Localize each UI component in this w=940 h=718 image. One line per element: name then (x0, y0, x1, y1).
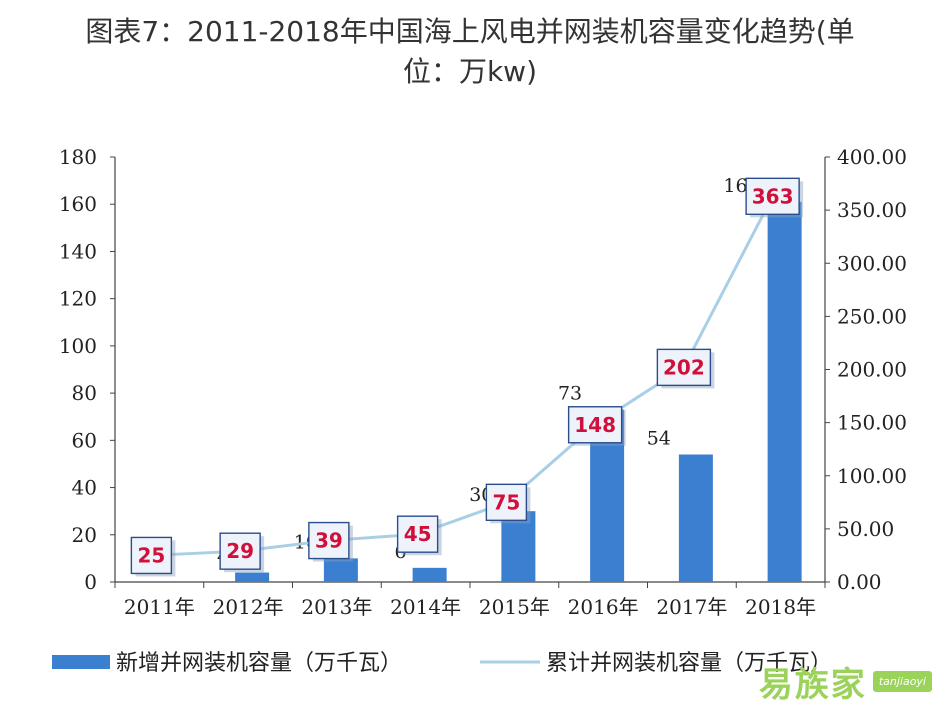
cumulative-label-box (745, 177, 800, 216)
cumulative-value-label: 45 (404, 522, 432, 546)
bar-new-capacity (235, 572, 270, 582)
y-right-tick-label: 0.00 (837, 570, 882, 594)
y-left-tick-label: 120 (59, 287, 97, 311)
x-tick-label: 2012年 (213, 595, 284, 619)
y-left-tick-label: 0 (84, 570, 97, 594)
x-tick-label: 2017年 (656, 595, 727, 619)
cumulative-value-label: 202 (663, 355, 705, 379)
cumulative-label-box (567, 406, 623, 444)
y-right-tick-label: 150.00 (837, 411, 907, 435)
cumulative-label-box (219, 532, 261, 570)
x-tick-label: 2011年 (124, 595, 195, 619)
cumulative-value-label: 25 (137, 543, 165, 567)
y-left-tick-label: 180 (59, 145, 97, 169)
y-right-tick-label: 250.00 (837, 304, 907, 328)
bar-new-capacity (501, 511, 536, 582)
watermark: 易族家 tanjiaoyi (759, 657, 932, 706)
y-left-tick-label: 20 (72, 523, 97, 547)
y-left-tick-label: 140 (59, 239, 97, 263)
bar-new-capacity (767, 201, 802, 582)
cumulative-label-box (485, 483, 528, 522)
watermark-url: tanjiaoyi (872, 671, 932, 692)
legend-label-new-capacity: 新增并网装机容量（万千瓦） (116, 651, 402, 676)
x-tick-label: 2014年 (390, 595, 461, 619)
y-right-tick-label: 100.00 (837, 464, 907, 488)
y-left-tick-label: 100 (59, 334, 97, 358)
x-tick-label: 2018年 (745, 595, 816, 619)
x-tick-label: 2015年 (479, 595, 550, 619)
x-tick-label: 2016年 (568, 595, 639, 619)
y-right-tick-label: 50.00 (837, 517, 894, 541)
cumulative-value-label: 29 (226, 539, 254, 563)
cumulative-value-label: 75 (492, 490, 520, 514)
y-left-tick-label: 60 (72, 428, 97, 452)
cumulative-value-label: 363 (752, 184, 794, 208)
cumulative-value-label: 39 (315, 529, 343, 553)
y-left-tick-label: 160 (59, 192, 97, 216)
chart-title-line-1: 图表7：2011-2018年中国海上风电并网装机容量变化趋势(单 (85, 15, 855, 48)
y-right-tick-label: 200.00 (837, 358, 907, 382)
y-left-tick-label: 40 (72, 476, 97, 500)
chart-title: 图表7：2011-2018年中国海上风电并网装机容量变化趋势(单 位：万kw) (0, 12, 940, 92)
cumulative-label-box (308, 521, 350, 560)
x-tick-label: 2013年 (301, 595, 372, 619)
y-right-tick-label: 300.00 (837, 251, 907, 275)
bar-value-label: 73 (558, 383, 582, 405)
y-right-tick-label: 350.00 (837, 198, 907, 222)
cumulative-label-box (656, 348, 712, 387)
chart-title-line-2: 位：万kw) (402, 55, 538, 88)
bar-new-capacity (678, 454, 713, 582)
watermark-logo-text: 易族家 (758, 665, 867, 705)
cumulative-label-box (396, 515, 439, 553)
cumulative-label-box (130, 536, 173, 575)
y-left-tick-label: 80 (72, 381, 97, 405)
y-right-tick-label: 400.00 (837, 145, 907, 169)
bar-new-capacity (323, 558, 358, 582)
legend-swatch-bar (52, 655, 110, 669)
legend-label-cumulative-capacity: 累计并网装机容量（万千瓦） (546, 651, 832, 676)
cumulative-value-label: 148 (574, 413, 616, 437)
bar-value-label: 54 (647, 428, 671, 450)
bar-new-capacity (412, 567, 447, 582)
